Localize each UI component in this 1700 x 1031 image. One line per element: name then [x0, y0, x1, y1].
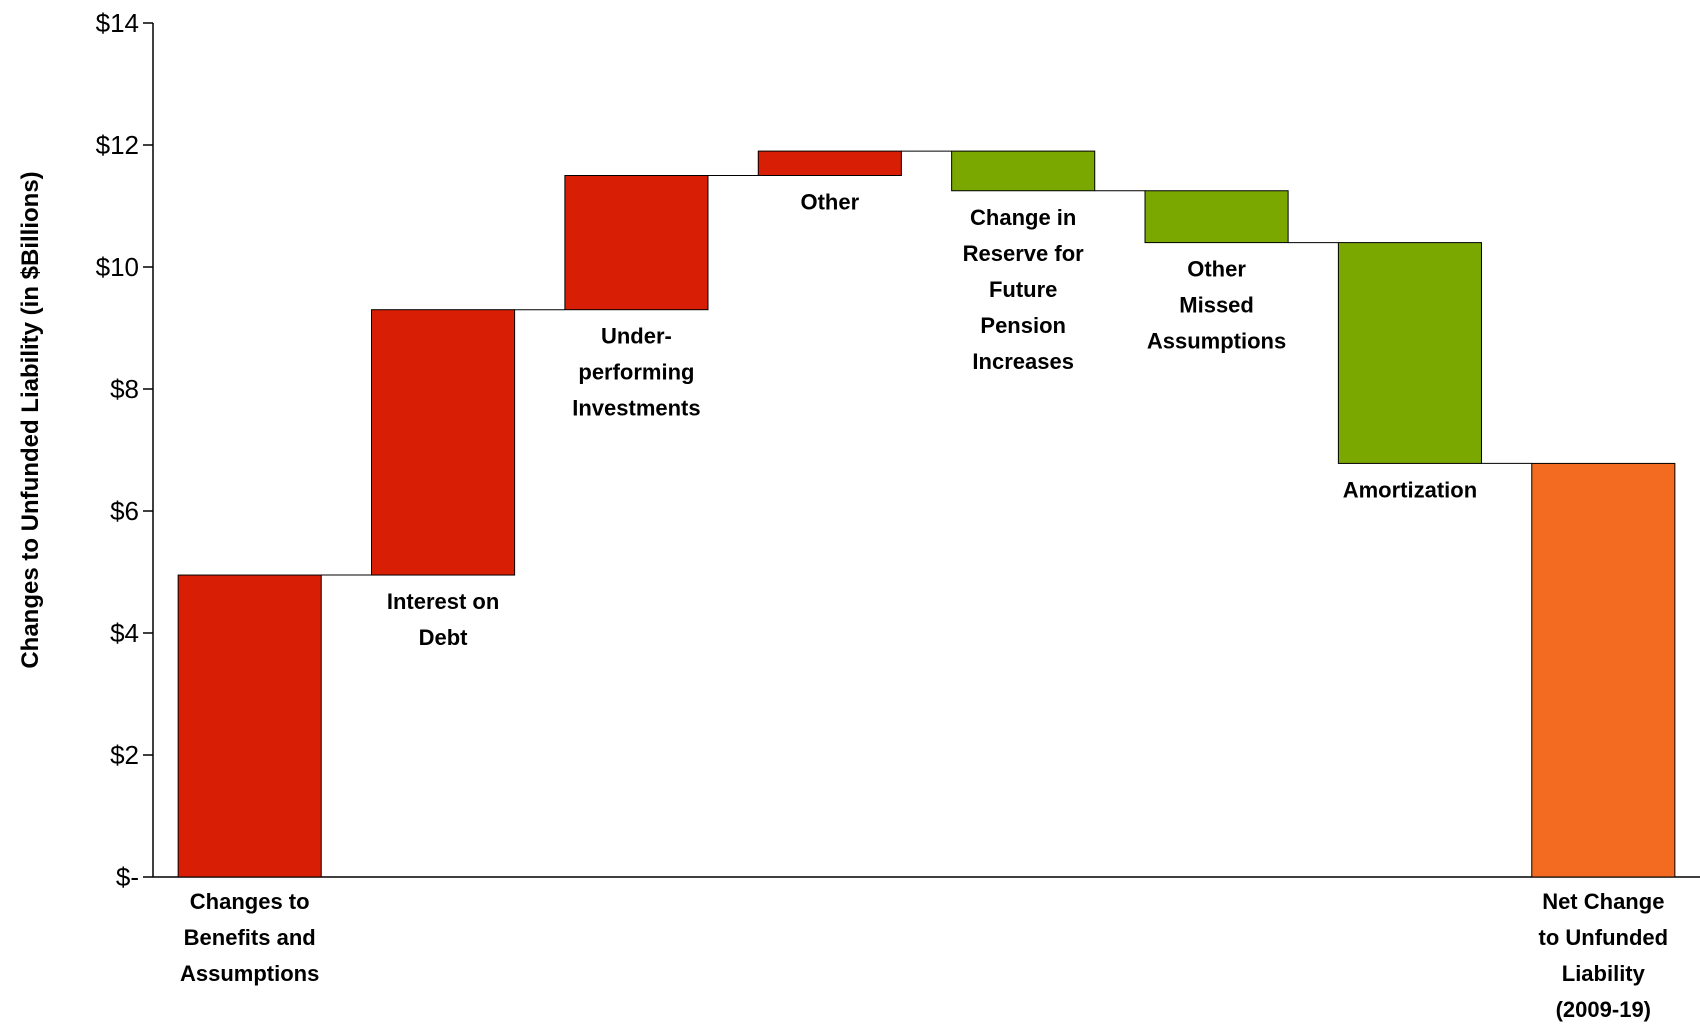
- bar-label: Other: [800, 190, 859, 215]
- bars: [177, 150, 1676, 878]
- bar-label: Increases: [972, 349, 1074, 374]
- bar-label: Amortization: [1343, 477, 1477, 502]
- bar-label: (2009-19): [1556, 997, 1651, 1022]
- bar-labels: Changes to Benefits and Assumptions Interes…: [180, 190, 1668, 1023]
- bar-label: Liability: [1562, 961, 1646, 986]
- bar-label: Changes to: [190, 889, 310, 914]
- connectors: [321, 150, 1532, 576]
- waterfall-bar: [951, 150, 1096, 192]
- waterfall-bar: [1144, 190, 1289, 244]
- bar-label: Assumptions: [1147, 329, 1286, 354]
- waterfall-bar: [1337, 242, 1482, 464]
- waterfall-bar: [757, 150, 902, 177]
- y-tick-label: $12: [96, 130, 139, 160]
- bar-label: Change in: [970, 205, 1076, 230]
- bar-label: Investments: [572, 396, 700, 421]
- y-axis-title: Changes to Unfunded Liability (in $Billi…: [17, 171, 44, 668]
- y-tick-label: $8: [110, 374, 139, 404]
- bar-label: Future: [989, 277, 1057, 302]
- bar-label: Missed: [1179, 293, 1254, 318]
- waterfall-bar: [564, 175, 709, 311]
- y-tick-label: $-: [116, 862, 139, 892]
- bar-label: Assumptions: [180, 961, 319, 986]
- y-tick-label: $2: [110, 740, 139, 770]
- bar-label: Other: [1187, 257, 1246, 282]
- axes: $- $2 $4 $6 $8 $10 $12 $14: [96, 8, 1700, 892]
- bar-label: Debt: [419, 625, 469, 650]
- y-tick-label: $14: [96, 8, 139, 38]
- y-axis-title-group: Changes to Unfunded Liability (in $Billi…: [17, 171, 44, 668]
- y-tick-label: $4: [110, 618, 139, 648]
- y-tick-label: $10: [96, 252, 139, 282]
- bar-label: to Unfunded: [1539, 925, 1669, 950]
- bar-label: Benefits and: [184, 925, 316, 950]
- waterfall-bar: [177, 574, 322, 878]
- bar-label: Net Change: [1542, 889, 1664, 914]
- waterfall-bar: [371, 309, 516, 576]
- bar-label: performing: [578, 360, 694, 385]
- y-tick-label: $6: [110, 496, 139, 526]
- waterfall-bar: [1531, 462, 1676, 878]
- bar-label: Reserve for: [963, 241, 1085, 266]
- bar-label: Pension: [980, 313, 1066, 338]
- bar-label: Interest on: [387, 589, 499, 614]
- bar-label: Under-: [601, 324, 672, 349]
